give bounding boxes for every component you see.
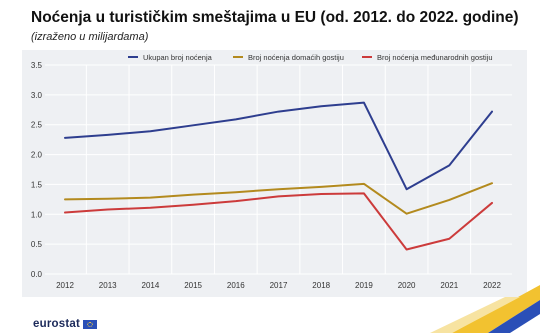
y-tick-label: 2.5 bbox=[31, 121, 43, 130]
x-tick-label: 2018 bbox=[312, 281, 330, 290]
x-tick-label: 2021 bbox=[440, 281, 458, 290]
y-tick-label: 3.5 bbox=[31, 61, 43, 70]
x-tick-label: 2012 bbox=[56, 281, 74, 290]
x-tick-label: 2014 bbox=[142, 281, 160, 290]
x-tick-label: 2013 bbox=[99, 281, 117, 290]
y-tick-label: 0.5 bbox=[31, 240, 43, 249]
x-tick-label: 2015 bbox=[184, 281, 202, 290]
eurostat-logo: eurostat bbox=[33, 318, 97, 330]
x-tick-label: 2017 bbox=[270, 281, 288, 290]
eurostat-wordmark: eurostat bbox=[33, 318, 80, 330]
eu-flag-icon bbox=[82, 319, 97, 329]
chart-title: Noćenja u turističkim smeštajima u EU (o… bbox=[31, 9, 519, 26]
x-tick-label: 2022 bbox=[483, 281, 501, 290]
y-tick-label: 1.0 bbox=[31, 210, 43, 219]
legend-label: Ukupan broj noćenja bbox=[143, 53, 213, 62]
y-tick-label: 0.0 bbox=[31, 270, 43, 279]
legend-label: Broj noćenja domaćih gostiju bbox=[248, 53, 344, 62]
x-tick-label: 2020 bbox=[398, 281, 416, 290]
deco-light-stripe bbox=[430, 297, 520, 333]
y-tick-label: 2.0 bbox=[31, 151, 43, 160]
x-tick-label: 2016 bbox=[227, 281, 245, 290]
chart-panel bbox=[22, 50, 527, 297]
y-tick-label: 1.5 bbox=[31, 180, 43, 189]
x-tick-label: 2019 bbox=[355, 281, 373, 290]
deco-blue-stripe bbox=[488, 300, 540, 333]
y-tick-label: 3.0 bbox=[31, 91, 43, 100]
chart-subtitle: (izraženo u milijardama) bbox=[31, 31, 149, 43]
legend-label: Broj noćenja međunarodnih gostiju bbox=[377, 53, 493, 62]
